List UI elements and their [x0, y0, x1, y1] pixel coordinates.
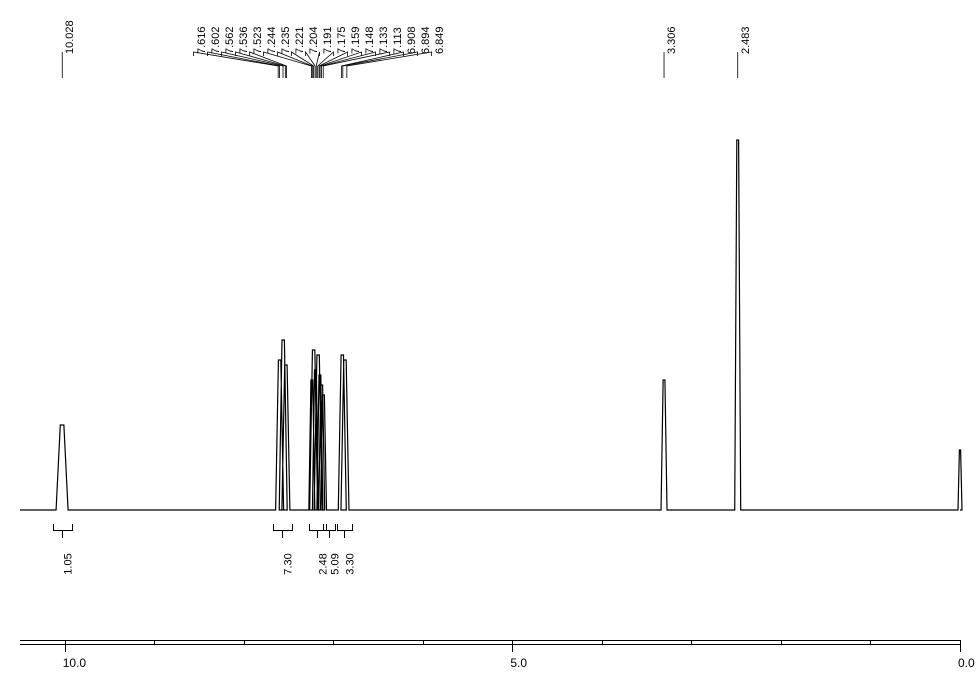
- axis-minor-tick: [244, 640, 245, 644]
- axis-tick-label: 10.0: [63, 656, 86, 670]
- peak-label: 7.113: [392, 27, 394, 54]
- peak-label: 7.175: [336, 26, 338, 54]
- integral-value: 7.30: [283, 553, 295, 574]
- axis-minor-tick: [154, 640, 155, 644]
- peak-label: 6.908: [406, 26, 408, 54]
- peak-label: 7.221: [294, 26, 296, 54]
- peak-label: 7.235: [280, 26, 282, 54]
- axis-minor-tick: [691, 640, 692, 644]
- axis-tick: [512, 644, 513, 652]
- integral-stem: [329, 530, 330, 538]
- peak-label: 7.159: [350, 26, 352, 54]
- integral-stem: [317, 530, 318, 538]
- peak-label: 10.028: [64, 20, 66, 54]
- peak-label: 7.204: [308, 26, 310, 54]
- peak-label: 7.562: [224, 26, 226, 54]
- peak-label: 6.849: [434, 26, 436, 54]
- peak-label: 7.133: [378, 26, 380, 54]
- axis-minor-tick: [333, 640, 334, 644]
- axis-minor-tick: [65, 640, 66, 644]
- spectrum-trace: [20, 140, 962, 510]
- peak-label: 7.616: [196, 26, 198, 54]
- axis-tick-label: 5.0: [510, 656, 527, 670]
- integral-value: 2.48: [318, 553, 330, 574]
- nmr-spectrum-container: 10.028 7.616 7.602 7.562 7.536 7.523 7.244 7.23…: [0, 0, 980, 685]
- peak-label: 6.894: [420, 26, 422, 54]
- peak-label: 7.244: [266, 26, 268, 54]
- axis-minor-tick: [423, 640, 424, 644]
- axis-minor-tick: [870, 640, 871, 644]
- integral-stem: [62, 530, 63, 538]
- axis-minor-tick: [512, 640, 513, 644]
- axis-tick: [960, 644, 961, 652]
- integral-stem: [282, 530, 283, 538]
- axis-rule: [20, 640, 960, 641]
- axis-minor-tick: [781, 640, 782, 644]
- peak-label: 7.148: [364, 26, 366, 54]
- integral-bracket: [323, 524, 336, 531]
- integral-value: 5.09: [330, 553, 342, 574]
- integral-value: 3.30: [345, 553, 357, 574]
- integral-bracket: [337, 524, 352, 531]
- axis-tick-label: 0.0: [958, 656, 975, 670]
- integral-value: 1.05: [63, 553, 75, 574]
- axis-minor-tick: [960, 640, 961, 644]
- peak-label: 7.191: [322, 26, 324, 54]
- peak-label: 2.483: [740, 26, 742, 54]
- integral-stem: [344, 530, 345, 538]
- peak-label: 7.602: [210, 26, 212, 54]
- peak-label: 7.523: [252, 26, 254, 54]
- spectrum-plot: [0, 0, 980, 685]
- axis-rule: [20, 644, 960, 645]
- peak-label: 7.536: [238, 26, 240, 54]
- axis-tick: [65, 644, 66, 652]
- peak-label: 3.306: [666, 26, 668, 54]
- axis-minor-tick: [602, 640, 603, 644]
